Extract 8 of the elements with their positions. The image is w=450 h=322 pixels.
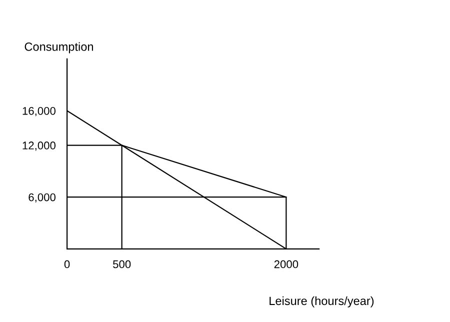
x-axis-title: Leisure (hours/year) <box>270 296 374 308</box>
x-tick-label: 0 <box>64 260 70 268</box>
y-axis-title: Consumption <box>24 42 94 54</box>
y-tick-label: 6,000 <box>28 193 56 203</box>
y-tick-label: 16,000 <box>22 107 56 116</box>
x-tick-label: 2000 <box>274 260 298 268</box>
x-tick-label: 500 <box>113 260 131 268</box>
y-tick-label: 12,000 <box>22 142 56 151</box>
